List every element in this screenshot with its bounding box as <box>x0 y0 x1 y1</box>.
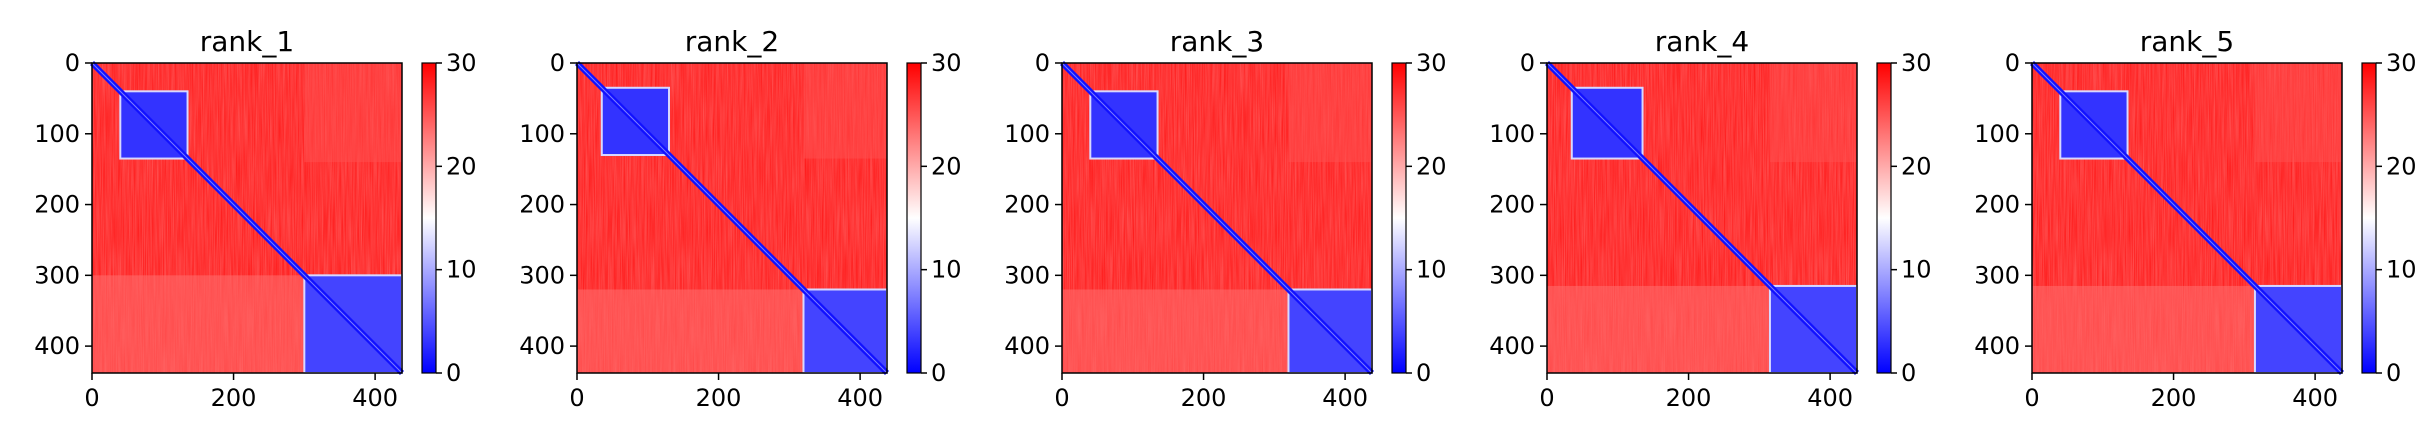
x-tick-label: 200 <box>1666 384 1712 412</box>
y-tick-label: 300 <box>519 261 565 289</box>
y-tick-label: 200 <box>34 191 80 219</box>
colorbar-tick-label: 10 <box>446 256 477 284</box>
x-tick-label: 0 <box>1539 384 1554 412</box>
y-tick-label: 400 <box>519 332 565 360</box>
colorbar-tick-label: 0 <box>2386 359 2401 387</box>
y-tick-label: 300 <box>1974 261 2020 289</box>
axes-frame <box>2031 62 2343 374</box>
y-tick-label: 0 <box>1035 49 1050 77</box>
y-tick-label: 400 <box>34 332 80 360</box>
axes-frame <box>1546 62 1858 374</box>
y-tick-label: 100 <box>1974 120 2020 148</box>
panel-title: rank_3 <box>1170 25 1264 58</box>
x-tick-label: 0 <box>569 384 584 412</box>
colorbar-tick-label: 20 <box>446 152 477 180</box>
y-tick-label: 100 <box>34 120 80 148</box>
x-tick-label: 200 <box>211 384 257 412</box>
y-tick-label: 300 <box>1004 261 1050 289</box>
colorbar-tick-label: 20 <box>1901 152 1932 180</box>
heatmap-diagonal-edge <box>2031 62 2343 374</box>
colorbar-tick-label: 0 <box>1901 359 1916 387</box>
colorbar-tick-label: 10 <box>1901 256 1932 284</box>
colorbar-tick-label: 0 <box>1416 359 1431 387</box>
x-tick-label: 400 <box>352 384 398 412</box>
panel-title: rank_2 <box>685 25 779 58</box>
y-tick-label: 300 <box>1489 261 1535 289</box>
panel-title: rank_5 <box>2140 25 2234 58</box>
y-tick-label: 400 <box>1489 332 1535 360</box>
y-tick-label: 0 <box>1520 49 1535 77</box>
heatmap-diagonal-edge <box>576 62 888 374</box>
heatmap-diagonal-edge <box>1061 62 1373 374</box>
x-tick-label: 200 <box>2151 384 2197 412</box>
panel-title: rank_1 <box>200 25 294 58</box>
colorbar-tick-label: 30 <box>1416 49 1447 77</box>
y-tick-label: 200 <box>1004 191 1050 219</box>
colorbar <box>2361 62 2377 374</box>
x-tick-label: 400 <box>1807 384 1853 412</box>
heatmap-cross-region <box>577 289 804 373</box>
heatmap-diagonal-edge <box>1546 62 1858 374</box>
colorbar-tick-label: 30 <box>2386 49 2417 77</box>
colorbar-tick-label: 30 <box>446 49 477 77</box>
heatmap-cross-region <box>304 63 402 163</box>
colorbar-tick-label: 30 <box>931 49 962 77</box>
heatmap-cross-region <box>1288 63 1372 163</box>
heatmap-cross-region <box>2032 285 2255 373</box>
x-tick-label: 0 <box>2024 384 2039 412</box>
colorbar <box>906 62 922 374</box>
heatmap-cross-region <box>803 63 887 159</box>
colorbar-tick-label: 10 <box>931 256 962 284</box>
panel-title: rank_4 <box>1655 25 1749 58</box>
colorbar-tick-label: 30 <box>1901 49 1932 77</box>
heatmap-cross-region <box>1769 63 1857 163</box>
x-tick-label: 400 <box>1322 384 1368 412</box>
y-tick-label: 400 <box>1004 332 1050 360</box>
heatmap-cross-region <box>1547 285 1770 373</box>
x-tick-label: 200 <box>696 384 742 412</box>
x-tick-label: 400 <box>837 384 883 412</box>
colorbar-tick-label: 20 <box>1416 152 1447 180</box>
y-tick-label: 100 <box>1004 120 1050 148</box>
y-tick-label: 0 <box>65 49 80 77</box>
y-tick-label: 400 <box>1974 332 2020 360</box>
colorbar-tick-label: 20 <box>931 152 962 180</box>
heatmap-cross-region <box>1062 289 1289 373</box>
y-tick-label: 0 <box>2005 49 2020 77</box>
y-tick-label: 200 <box>1489 191 1535 219</box>
heatmap-diagonal-edge <box>91 62 403 374</box>
colorbar <box>1876 62 1892 374</box>
x-tick-label: 0 <box>1054 384 1069 412</box>
x-tick-label: 400 <box>2292 384 2338 412</box>
colorbar-tick-label: 0 <box>446 359 461 387</box>
axes-frame <box>576 62 888 374</box>
axes-frame <box>91 62 403 374</box>
y-tick-label: 300 <box>34 261 80 289</box>
y-tick-label: 0 <box>550 49 565 77</box>
colorbar <box>1391 62 1407 374</box>
colorbar-tick-label: 0 <box>931 359 946 387</box>
colorbar-tick-label: 10 <box>1416 256 1447 284</box>
colorbar <box>421 62 437 374</box>
y-tick-label: 100 <box>1489 120 1535 148</box>
y-tick-label: 200 <box>519 191 565 219</box>
axes-frame <box>1061 62 1373 374</box>
heatmap-cross-region <box>2254 63 2342 163</box>
y-tick-label: 100 <box>519 120 565 148</box>
colorbar-tick-label: 20 <box>2386 152 2417 180</box>
y-tick-label: 200 <box>1974 191 2020 219</box>
x-tick-label: 0 <box>84 384 99 412</box>
x-tick-label: 200 <box>1181 384 1227 412</box>
colorbar-tick-label: 10 <box>2386 256 2417 284</box>
heatmap-cross-region <box>92 275 305 373</box>
